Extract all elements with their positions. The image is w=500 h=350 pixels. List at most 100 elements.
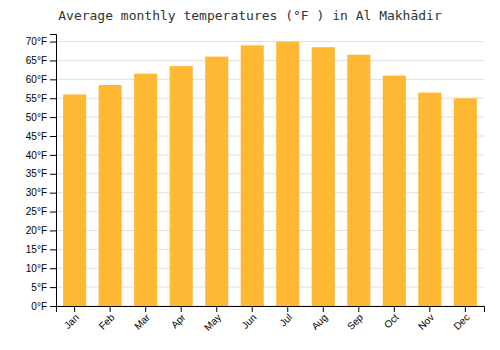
y-tick: 40°F (26, 150, 56, 161)
y-tick-mark (50, 155, 56, 156)
x-tick-mark (74, 306, 75, 312)
y-tick: 60°F (26, 74, 56, 85)
title: Average monthly temperatures (°F ) in Al… (58, 8, 442, 23)
y-tick-label: 60°F (26, 74, 47, 85)
x-tick-label: Aug (309, 312, 329, 332)
y-tick-mark (50, 136, 56, 137)
y-tick: 55°F (26, 93, 56, 104)
x-tick: Jul (277, 306, 294, 328)
y-tick-label: 55°F (26, 93, 47, 104)
y-tick-mark (50, 212, 56, 213)
y-tick-mark (50, 42, 56, 43)
bar (99, 85, 122, 306)
bar (276, 42, 299, 306)
bar (383, 76, 406, 306)
x-tick-mark (145, 306, 146, 312)
bar (63, 94, 86, 306)
y-tick-label: 15°F (26, 244, 47, 255)
x-tick: Sep (345, 306, 366, 332)
y-tick: 20°F (26, 225, 56, 236)
x-tick-mark (323, 306, 324, 312)
chart-container: 0°F 5°F 10°F 15°F 20°F 25°F 30°F 35°F 40°F 45°F 50… (0, 0, 500, 350)
y-tick-mark (50, 174, 56, 175)
y-tick-label: 40°F (26, 150, 47, 161)
x-tick-label: Jan (62, 312, 81, 331)
x-tick-mark (429, 306, 430, 312)
chart-svg: 0°F 5°F 10°F 15°F 20°F 25°F 30°F 35°F 40°F 45°F 50… (0, 0, 500, 350)
x-tick: Aug (309, 306, 329, 332)
y-tick-label: 25°F (26, 206, 47, 217)
y-tick-mark (50, 268, 56, 269)
x-tick: Jan (62, 306, 81, 331)
y-tick-label: 35°F (26, 168, 47, 179)
bar (241, 45, 264, 306)
y-tick: 10°F (26, 263, 56, 274)
y-tick-mark (50, 117, 56, 118)
y-tick: 45°F (26, 131, 56, 142)
x-tick-mark (465, 306, 466, 312)
x-tick-label: Jun (239, 312, 258, 331)
y-tick: 25°F (26, 206, 56, 217)
grid-line (56, 60, 484, 61)
x-tick-label: Sep (345, 311, 366, 332)
y-tick: 30°F (26, 187, 56, 198)
grid (56, 42, 484, 306)
y-tick-label: 45°F (26, 131, 47, 142)
y-tick-label: 5°F (31, 282, 47, 293)
x-tick-label: Nov (416, 312, 436, 332)
y-tick-label: 65°F (26, 55, 47, 66)
x-tick-mark (216, 306, 217, 312)
x-axis: Jan Feb Mar Apr May Jun Jul Aug Sep Oct Nov Dec (57, 306, 485, 333)
x-tick: Feb (97, 306, 117, 332)
x-tick: Mar (132, 306, 152, 332)
y-tick: 50°F (26, 112, 56, 123)
plot-area: 0°F 5°F 10°F 15°F 20°F 25°F 30°F 35°F 40°F 45°F 50… (26, 35, 485, 333)
y-tick: 5°F (31, 282, 56, 293)
x-tick-mark (181, 306, 182, 312)
x-tick-label: May (202, 312, 223, 333)
x-tick-label: Feb (97, 311, 117, 331)
y-axis-line (50, 35, 57, 307)
y-tick-mark (50, 287, 56, 288)
x-tick-label: Apr (169, 311, 188, 330)
bar (454, 98, 477, 306)
y-tick-label: 30°F (26, 187, 47, 198)
x-tick: Jun (239, 306, 258, 331)
y-tick: 0°F (31, 301, 56, 312)
x-tick-label: Oct (382, 312, 401, 331)
bar (205, 57, 228, 306)
y-axis: 0°F 5°F 10°F 15°F 20°F 25°F 30°F 35°F 40°F 45°F 50… (26, 35, 57, 312)
x-tick-mark (394, 306, 395, 312)
y-tick-mark (50, 306, 56, 307)
x-tick-label: Dec (451, 312, 471, 332)
y-tick-label: 0°F (31, 301, 47, 312)
grid-line (56, 79, 484, 80)
x-tick: Dec (451, 306, 471, 332)
x-tick: Apr (169, 306, 188, 330)
y-tick: 70°F (26, 36, 56, 47)
y-tick-label: 20°F (26, 225, 47, 236)
x-tick-label: Jul (277, 312, 294, 329)
bars (63, 42, 477, 306)
x-tick-mark (252, 306, 253, 312)
x-tick-mark (287, 306, 288, 312)
y-tick-mark (50, 79, 56, 80)
bar (418, 93, 441, 306)
x-tick: Nov (416, 306, 436, 332)
y-tick-mark (50, 249, 56, 250)
y-tick-mark (50, 98, 56, 99)
y-tick-label: 70°F (26, 36, 47, 47)
x-tick: Oct (382, 306, 401, 330)
y-tick-mark (50, 230, 56, 231)
y-tick-mark (50, 60, 56, 61)
bar (312, 47, 335, 306)
x-tick-mark (110, 306, 111, 312)
y-tick: 15°F (26, 244, 56, 255)
y-tick: 35°F (26, 168, 56, 179)
bar (134, 74, 157, 306)
grid-line (56, 41, 484, 42)
x-tick: May (202, 306, 223, 333)
x-tick-mark (358, 306, 359, 312)
bar (170, 66, 193, 306)
bar (347, 55, 370, 306)
